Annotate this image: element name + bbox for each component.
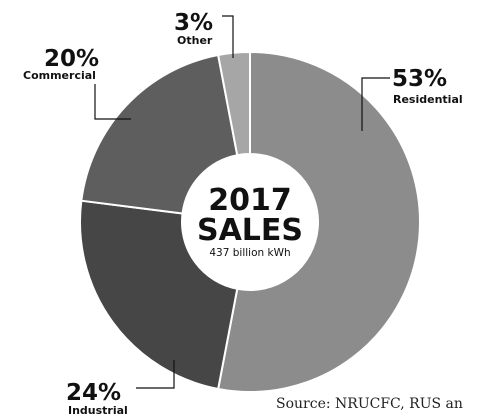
leader-line-other [222,15,234,58]
slice-residential [216,50,421,393]
label-other-value: 3% [174,10,213,36]
slices-group [79,50,421,393]
leader-line-commercial [94,84,131,120]
label-industrial-value: 24% [66,380,121,406]
center-title: SALES [197,213,303,248]
center-subtitle: 437 billion kWh [209,247,290,259]
label-commercial-value: 20% [44,46,99,72]
slice-industrial [79,199,239,391]
label-other-name: Other [177,34,213,47]
slice-commercial [80,53,239,215]
label-industrial-name: Industrial [68,404,128,417]
label-residential-name: Residential [393,93,463,106]
label-commercial-name: Commercial [23,69,96,82]
source-note: Source: NRUCFC, RUS an [276,396,463,412]
leader-line-industrial [136,360,175,389]
leader-lines [94,15,390,389]
center-year: 2017 [208,183,292,218]
slice-labels: 53% Residential 3% Other 20% Commercial … [23,10,463,417]
leader-line-residential [361,77,390,131]
slice-other [216,50,251,157]
label-residential-value: 53% [392,66,447,92]
center-label: 2017 SALES 437 billion kWh [197,183,303,259]
